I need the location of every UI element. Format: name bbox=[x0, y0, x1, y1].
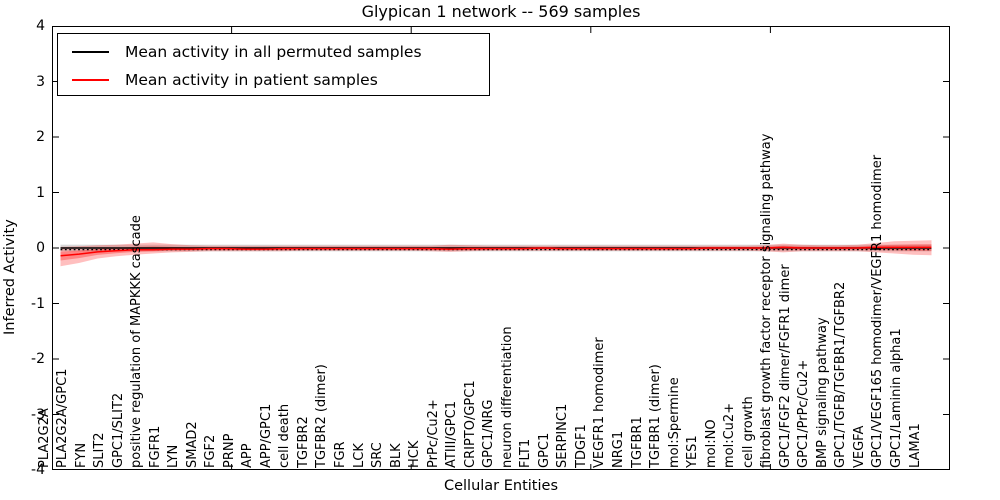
x-tick-label: SMAD2 bbox=[184, 421, 200, 468]
chart-title: Glypican 1 network -- 569 samples bbox=[361, 2, 641, 21]
x-tick-label: VEGFA bbox=[851, 425, 867, 468]
x-tick-label: LAMA1 bbox=[907, 423, 923, 468]
x-tick-label: GPC1/SLIT2 bbox=[110, 392, 126, 468]
x-tick-label: BLK bbox=[388, 443, 404, 468]
x-tick-label: TGFBR2 (dimer) bbox=[314, 364, 330, 468]
x-tick-label: GPC1/NRG bbox=[481, 399, 497, 468]
x-tick-label: GPC1/VEGF165 homodimer/VEGFR1 homodimer bbox=[870, 154, 886, 468]
legend-line-sample-red bbox=[72, 79, 109, 81]
legend-label: Mean activity in all permuted samples bbox=[125, 43, 422, 61]
x-tick-label: GPC1/FGF2 dimer/FGFR1 dimer bbox=[777, 264, 793, 468]
x-tick-label: VEGFR1 homodimer bbox=[592, 337, 608, 468]
x-tick-label: GPC1 bbox=[536, 432, 552, 468]
x-tick-label: LCK bbox=[351, 443, 367, 468]
legend-line-sample-black bbox=[72, 51, 109, 53]
x-tick-label: mol:NO bbox=[703, 419, 719, 468]
x-tick-label: cell growth bbox=[740, 396, 756, 468]
x-tick-label: BMP signaling pathway bbox=[814, 317, 830, 468]
x-tick-label: SLIT2 bbox=[92, 432, 108, 468]
x-tick-label: TDGF1 bbox=[573, 424, 589, 468]
x-axis-label: Cellular Entities bbox=[443, 478, 559, 494]
y-tick-label: -2 bbox=[31, 351, 45, 367]
x-tick-label: LYN bbox=[166, 444, 182, 468]
x-tick-label: FLT1 bbox=[518, 438, 534, 468]
x-tick-label: TGFBR1 (dimer) bbox=[648, 364, 664, 468]
y-tick-label: 2 bbox=[36, 129, 45, 145]
y-tick-label: -4 bbox=[31, 462, 45, 478]
x-tick-label: FYN bbox=[73, 442, 89, 468]
x-tick-label: fibroblast growth factor receptor signal… bbox=[759, 133, 775, 468]
y-tick-label: 0 bbox=[36, 240, 45, 256]
x-tick-label: APP bbox=[240, 443, 256, 468]
x-tick-label: PLA2G2A bbox=[36, 408, 52, 468]
legend: Mean activity in all permuted samples Me… bbox=[57, 33, 490, 96]
y-tick-label: -3 bbox=[31, 406, 45, 423]
legend-label: Mean activity in patient samples bbox=[125, 71, 378, 89]
y-tick-label: 4 bbox=[36, 18, 45, 34]
x-tick-label: ATIII/GPC1 bbox=[444, 401, 460, 468]
x-tick-label: CRIPTO/GPC1 bbox=[462, 380, 478, 468]
x-tick-label: PRNP bbox=[221, 433, 237, 468]
x-tick-label: FGFR1 bbox=[147, 425, 163, 468]
x-tick-label: mol:Spermine bbox=[666, 377, 682, 468]
plot-area bbox=[52, 26, 950, 470]
x-tick-label: YES1 bbox=[685, 435, 701, 468]
x-tick-label: GPC1/PrPc/Cu2+ bbox=[796, 359, 812, 468]
x-tick-label: PrPc/Cu2+ bbox=[425, 399, 441, 468]
x-tick-label: NRG1 bbox=[610, 430, 626, 468]
x-tick-label: APP/GPC1 bbox=[258, 403, 274, 468]
x-tick-label: GPC1/Laminin alpha1 bbox=[888, 328, 904, 468]
x-tick-label: neuron differentiation bbox=[499, 326, 515, 468]
x-tick-label: positive regulation of MAPKKK cascade bbox=[129, 215, 145, 468]
x-tick-label: cell death bbox=[277, 403, 293, 468]
x-tick-label: mol:Cu2+ bbox=[722, 402, 738, 468]
y-tick-label: 3 bbox=[36, 73, 45, 90]
x-tick-label: HCK bbox=[407, 440, 423, 468]
x-tick-label: GPC1/TGFB/TGFBR1/TGFBR2 bbox=[833, 281, 849, 468]
y-tick-label: 1 bbox=[36, 184, 45, 201]
x-tick-label: SERPINC1 bbox=[555, 403, 571, 468]
legend-entry-permuted: Mean activity in all permuted samples bbox=[58, 40, 422, 64]
x-tick-label: SRC bbox=[370, 442, 386, 468]
x-tick-label: FGF2 bbox=[203, 434, 219, 468]
y-tick-label: -1 bbox=[31, 295, 45, 312]
x-tick-label: TGFBR1 bbox=[629, 416, 645, 468]
x-tick-label: FGR bbox=[333, 441, 348, 468]
legend-entry-patient: Mean activity in patient samples bbox=[58, 68, 378, 92]
x-tick-label: TGFBR2 bbox=[295, 416, 311, 468]
x-tick-label: PLA2G2A/GPC1 bbox=[55, 368, 71, 468]
